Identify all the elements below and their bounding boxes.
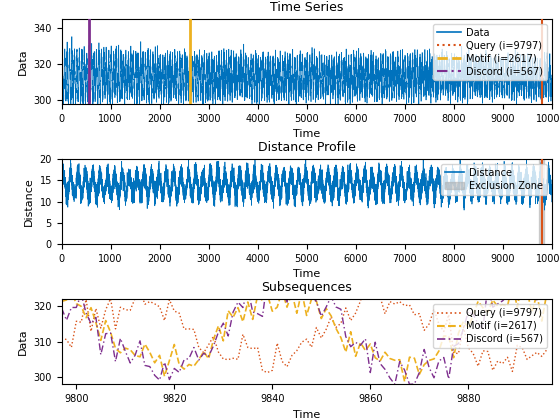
- Query (i=9797): [313, 325, 320, 330]
- Query (i=9797): [171, 309, 178, 314]
- Distance: [251, 157, 258, 162]
- Query (i=9797): [151, 301, 158, 306]
- Discord (i=567): [171, 366, 178, 371]
- Discord (i=567): [288, 263, 295, 268]
- Legend: Distance, Exclusion Zone: Distance, Exclusion Zone: [441, 164, 547, 194]
- Motif (i=2617): [509, 281, 516, 286]
- Motif (i=2617): [401, 379, 408, 384]
- Data: [87, 70, 94, 75]
- Motif (i=2617): [151, 360, 158, 365]
- Discord (i=567): [529, 295, 535, 300]
- Line: Query (i=9797): Query (i=9797): [62, 283, 547, 373]
- Discord (i=567): [543, 296, 550, 301]
- Discord (i=567): [514, 297, 521, 302]
- X-axis label: Time: Time: [293, 410, 320, 420]
- X-axis label: Time: Time: [293, 269, 320, 279]
- X-axis label: Time: Time: [293, 129, 320, 139]
- Distance: [548, 200, 555, 205]
- Data: [60, 101, 67, 106]
- Distance: [87, 181, 94, 186]
- Data: [58, 71, 65, 76]
- Data: [78, 47, 85, 52]
- Distance: [298, 191, 305, 196]
- Discord (i=567): [151, 373, 158, 378]
- Query (i=9797): [529, 353, 535, 358]
- Motif (i=2617): [543, 291, 550, 296]
- Distance: [522, 175, 529, 180]
- Query (i=9797): [543, 347, 550, 352]
- Data: [298, 94, 305, 99]
- Distance: [78, 193, 85, 198]
- Line: Data: Data: [62, 37, 552, 104]
- Distance: [155, 178, 161, 183]
- Data: [548, 73, 555, 78]
- Y-axis label: Distance: Distance: [24, 177, 34, 226]
- Distance: [461, 207, 468, 213]
- Line: Distance: Distance: [62, 159, 552, 210]
- Line: Motif (i=2617): Motif (i=2617): [62, 281, 547, 381]
- Title: Time Series: Time Series: [270, 0, 343, 13]
- Title: Subsequences: Subsequences: [261, 281, 352, 294]
- Title: Distance Profile: Distance Profile: [258, 141, 356, 154]
- Data: [522, 58, 529, 63]
- Distance: [60, 171, 67, 176]
- Query (i=9797): [58, 335, 65, 340]
- Legend: Query (i=9797), Motif (i=2617), Discord (i=567): Query (i=9797), Motif (i=2617), Discord …: [433, 304, 547, 348]
- Line: Discord (i=567): Discord (i=567): [62, 266, 547, 384]
- Query (i=9797): [514, 343, 521, 348]
- Discord (i=567): [391, 382, 398, 387]
- Distance: [58, 186, 65, 191]
- Data: [60, 87, 67, 92]
- Motif (i=2617): [519, 279, 525, 284]
- Legend: Data, Query (i=9797), Motif (i=2617), Discord (i=567): Data, Query (i=9797), Motif (i=2617), Di…: [433, 24, 547, 80]
- Motif (i=2617): [171, 342, 178, 347]
- Data: [68, 34, 75, 39]
- Motif (i=2617): [308, 297, 315, 302]
- Data: [155, 53, 161, 58]
- Bar: [539, 159, 544, 244]
- Y-axis label: Data: Data: [18, 328, 28, 355]
- Y-axis label: Data: Data: [18, 48, 28, 75]
- Query (i=9797): [362, 281, 369, 286]
- Motif (i=2617): [529, 310, 535, 315]
- Query (i=9797): [352, 310, 359, 315]
- Discord (i=567): [313, 299, 320, 304]
- Discord (i=567): [352, 340, 359, 345]
- Query (i=9797): [264, 370, 271, 375]
- Motif (i=2617): [58, 299, 65, 304]
- Motif (i=2617): [347, 329, 354, 334]
- Discord (i=567): [58, 306, 65, 311]
